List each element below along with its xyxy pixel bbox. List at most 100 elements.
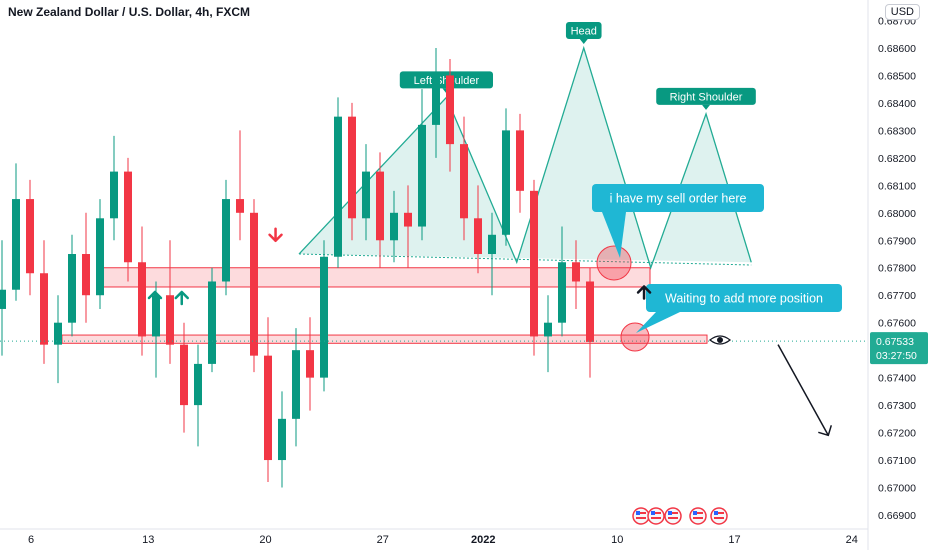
y-tick-label: 0.67200	[878, 428, 916, 440]
candle	[264, 317, 272, 483]
y-tick-label: 0.67900	[878, 235, 916, 247]
candle-body	[376, 171, 384, 241]
event-flag-stripe	[668, 512, 678, 514]
x-tick-label: 17	[728, 534, 740, 546]
callout-pointer	[602, 212, 626, 258]
candle	[96, 199, 104, 309]
neckline[interactable]	[298, 253, 752, 266]
eye-icon-pupil	[717, 337, 723, 343]
candle	[54, 295, 62, 384]
sell-order-callout[interactable]: i have my sell order here	[592, 184, 764, 258]
x-tick-label: 24	[846, 534, 858, 546]
candle-body	[390, 212, 398, 241]
projection-arrowhead	[818, 425, 833, 437]
up-arrow-icon	[174, 290, 189, 306]
candle	[586, 267, 594, 378]
candle-body	[432, 75, 440, 125]
candle-body	[362, 171, 370, 219]
y-tick-label: 0.67300	[878, 400, 916, 412]
candle	[250, 199, 258, 373]
candle-body	[138, 262, 146, 337]
pattern-label-pointer	[579, 38, 588, 44]
candle	[488, 212, 496, 296]
candle	[544, 295, 552, 373]
candle	[236, 130, 244, 241]
event-flag-icon[interactable]	[632, 507, 650, 525]
x-tick-label: 20	[259, 534, 271, 546]
candle-body	[530, 190, 538, 337]
candle	[418, 89, 426, 241]
y-tick-label: 0.66900	[878, 510, 916, 522]
x-tick-label: 2022	[471, 534, 495, 546]
event-flag-ring	[664, 507, 682, 525]
callout-text: Waiting to add more position	[665, 292, 823, 306]
price-tag-bg	[870, 332, 928, 365]
projection-arrow[interactable]	[777, 344, 829, 436]
pattern-fill	[299, 47, 752, 268]
candle-body	[152, 295, 160, 337]
y-tick-label: 0.67400	[878, 373, 916, 385]
event-flag-stripe	[651, 512, 661, 514]
candle	[12, 163, 20, 301]
x-tick-label: 10	[611, 534, 623, 546]
x-tick-label: 13	[142, 534, 154, 546]
candle-body	[418, 124, 426, 227]
add-position-callout[interactable]: Waiting to add more position	[636, 284, 842, 333]
event-flag-canton	[636, 511, 640, 515]
pattern-label-pointer	[702, 104, 711, 110]
candle	[404, 185, 412, 268]
sell-order-circle[interactable]	[596, 245, 632, 281]
event-flag-icon[interactable]	[647, 507, 665, 525]
event-flag-stripe	[651, 517, 661, 519]
candle-body	[264, 355, 272, 461]
candle-body	[558, 262, 566, 323]
candle-body	[502, 130, 510, 235]
y-tick-label: 0.68200	[878, 153, 916, 165]
candle-body	[446, 75, 454, 145]
event-flag-ring	[632, 507, 650, 525]
price-tag-countdown: 03:27:50	[876, 350, 917, 362]
y-tick-label: 0.68600	[878, 43, 916, 55]
y-tick-label: 0.68100	[878, 180, 916, 192]
currency-button[interactable]: USD	[884, 4, 920, 20]
candle	[26, 179, 34, 296]
callout-box	[646, 284, 842, 312]
candle	[348, 102, 356, 241]
eye-icon[interactable]	[708, 335, 732, 345]
event-flag-canton	[693, 511, 697, 515]
candle-body	[460, 144, 468, 219]
candle	[306, 317, 314, 411]
callout-box	[592, 184, 764, 212]
candle	[138, 226, 146, 356]
callout-pointer	[636, 312, 680, 333]
resistance-zone[interactable]	[99, 267, 651, 288]
candle	[124, 157, 132, 282]
candle	[82, 212, 90, 323]
candle	[502, 108, 510, 246]
candle-body	[54, 322, 62, 345]
candle-body	[278, 418, 286, 461]
y-tick-label: 0.68400	[878, 98, 916, 110]
event-flag-icon[interactable]	[710, 507, 728, 525]
candle	[362, 144, 370, 241]
candle	[516, 113, 524, 213]
x-tick-label: 6	[28, 534, 34, 546]
candle-body	[404, 212, 412, 227]
candle-body	[96, 218, 104, 296]
event-flag-canton	[668, 511, 672, 515]
candle-body	[124, 171, 132, 263]
candle	[432, 47, 440, 158]
candle-body	[166, 295, 174, 345]
candle-body	[488, 234, 496, 255]
candle-body	[40, 273, 48, 345]
up-arrow-icon	[147, 290, 163, 306]
event-flag-stripe	[693, 517, 703, 519]
callout-text: i have my sell order here	[610, 192, 747, 206]
event-flag-icon[interactable]	[664, 507, 682, 525]
event-flag-icon[interactable]	[689, 507, 707, 525]
candle	[572, 240, 580, 309]
candle	[68, 234, 76, 337]
candle	[166, 240, 174, 364]
